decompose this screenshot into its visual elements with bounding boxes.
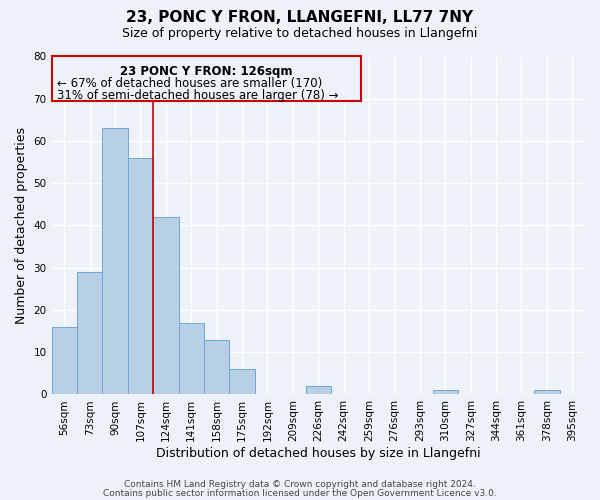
Text: 23, PONC Y FRON, LLANGEFNI, LL77 7NY: 23, PONC Y FRON, LLANGEFNI, LL77 7NY	[127, 10, 473, 25]
Bar	[128, 158, 153, 394]
Bar	[433, 390, 458, 394]
Bar	[179, 322, 204, 394]
X-axis label: Distribution of detached houses by size in Llangefni: Distribution of detached houses by size …	[156, 447, 481, 460]
Text: Contains HM Land Registry data © Crown copyright and database right 2024.: Contains HM Land Registry data © Crown c…	[124, 480, 476, 489]
Bar	[204, 340, 229, 394]
Bar	[153, 217, 179, 394]
Bar	[534, 390, 560, 394]
Text: 31% of semi-detached houses are larger (78) →: 31% of semi-detached houses are larger (…	[57, 88, 338, 102]
Y-axis label: Number of detached properties: Number of detached properties	[15, 127, 28, 324]
Text: 23 PONC Y FRON: 126sqm: 23 PONC Y FRON: 126sqm	[120, 65, 292, 78]
Bar	[103, 128, 128, 394]
Bar	[52, 56, 361, 101]
Text: Contains public sector information licensed under the Open Government Licence v3: Contains public sector information licen…	[103, 489, 497, 498]
Bar	[52, 327, 77, 394]
Text: ← 67% of detached houses are smaller (170): ← 67% of detached houses are smaller (17…	[57, 77, 322, 90]
Bar	[229, 369, 255, 394]
Bar	[305, 386, 331, 394]
Text: Size of property relative to detached houses in Llangefni: Size of property relative to detached ho…	[122, 28, 478, 40]
Bar	[77, 272, 103, 394]
